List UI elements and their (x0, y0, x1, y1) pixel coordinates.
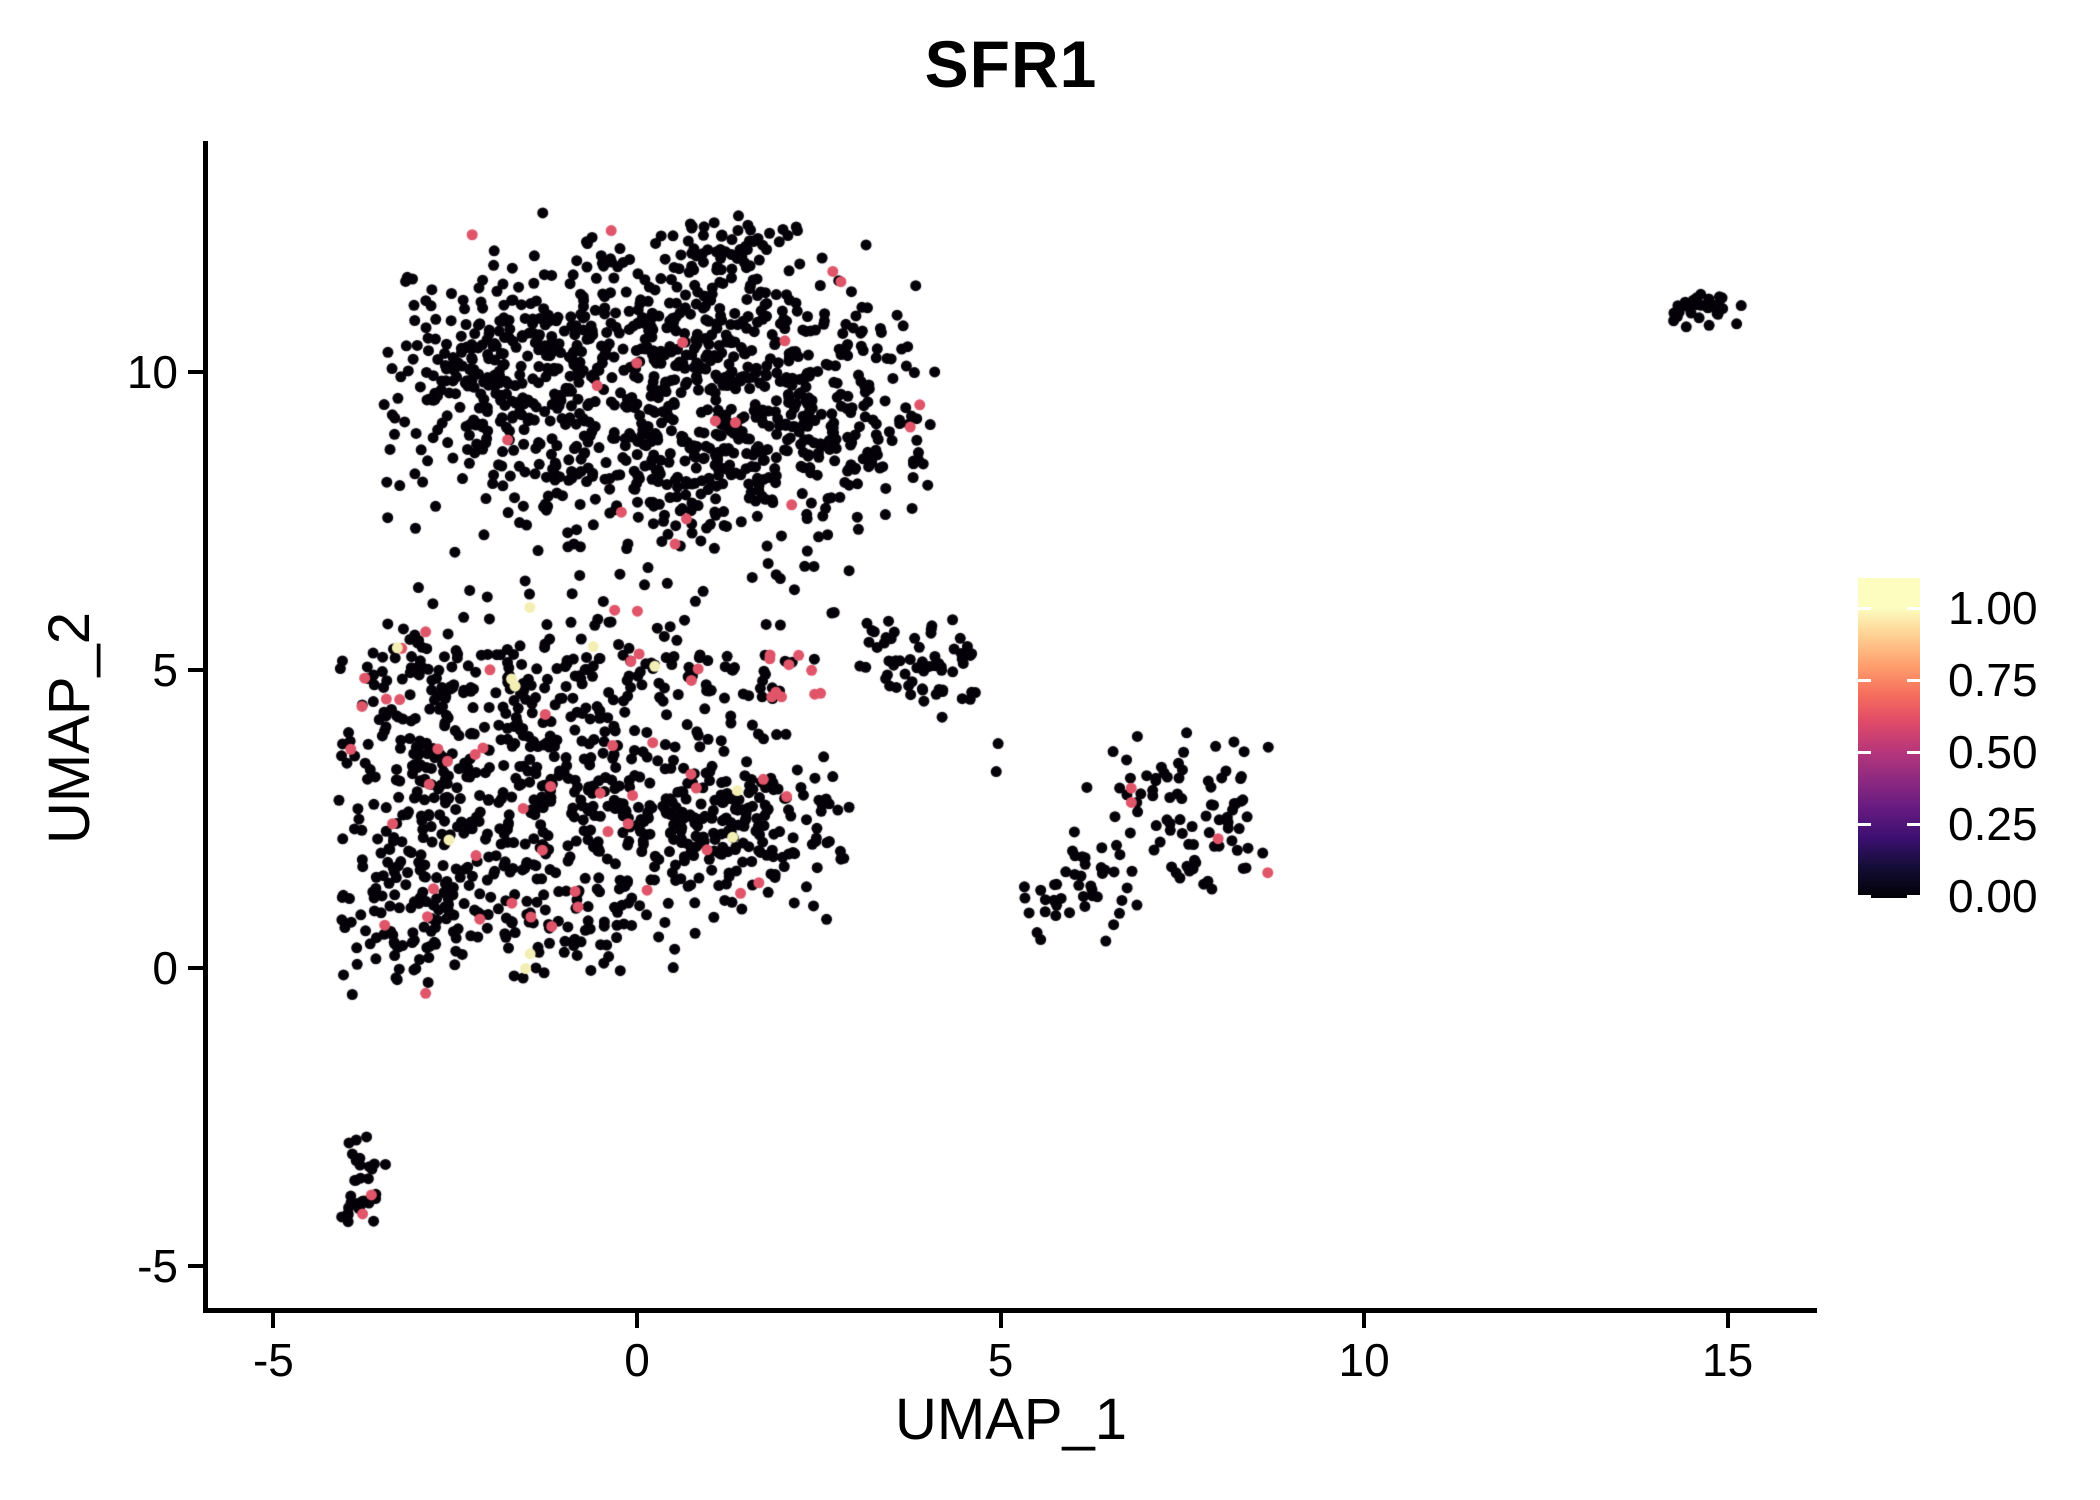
colorbar-tick-mark (1907, 894, 1920, 898)
colorbar-tick-label: 0.75 (1948, 654, 2038, 706)
x-tick-label: 15 (1702, 1334, 1754, 1386)
colorbar-tick-mark (1907, 822, 1920, 826)
colorbar-tick-mark (1858, 678, 1871, 682)
colorbar-tick-mark (1907, 606, 1920, 610)
colorbar-tick-mark (1858, 822, 1871, 826)
x-axis-title: UMAP_1 (894, 1387, 1128, 1452)
x-tick-mark (271, 1313, 276, 1328)
colorbar-tick-label: 1.00 (1948, 582, 2038, 634)
colorbar-tick-label: 0.25 (1948, 798, 2038, 850)
colorbar-tick-mark (1858, 894, 1871, 898)
x-tick-label: -5 (252, 1334, 294, 1386)
colorbar-tick-mark (1858, 606, 1871, 610)
y-axis-line (203, 141, 208, 1313)
y-axis-title: UMAP_2 (37, 611, 102, 845)
x-tick-label: 0 (624, 1334, 650, 1386)
y-tick-label: 10 (126, 346, 178, 398)
x-tick-label: 5 (987, 1334, 1014, 1386)
colorbar-tick-mark (1907, 678, 1920, 682)
colorbar-tick-mark (1858, 750, 1871, 754)
x-tick-mark (998, 1313, 1003, 1328)
y-tick-mark (188, 370, 203, 374)
x-tick-mark (635, 1313, 639, 1328)
colorbar-gradient (1858, 578, 1920, 898)
plot-title: SFR1 (924, 27, 1098, 101)
y-tick-label: 5 (152, 644, 178, 696)
y-tick-mark (188, 668, 203, 672)
x-axis-line (203, 1308, 1817, 1313)
y-tick-mark (188, 1264, 203, 1268)
colorbar-tick-label: 0.00 (1948, 870, 2038, 922)
x-tick-mark (1725, 1313, 1730, 1328)
y-tick-label: -5 (137, 1240, 178, 1292)
y-tick-mark (188, 966, 203, 970)
colorbar-tick-mark (1907, 750, 1920, 754)
colorbar-tick-label: 0.50 (1948, 726, 2038, 778)
x-tick-label: 10 (1338, 1334, 1390, 1386)
x-tick-mark (1362, 1313, 1367, 1328)
y-tick-label: 0 (152, 942, 178, 994)
